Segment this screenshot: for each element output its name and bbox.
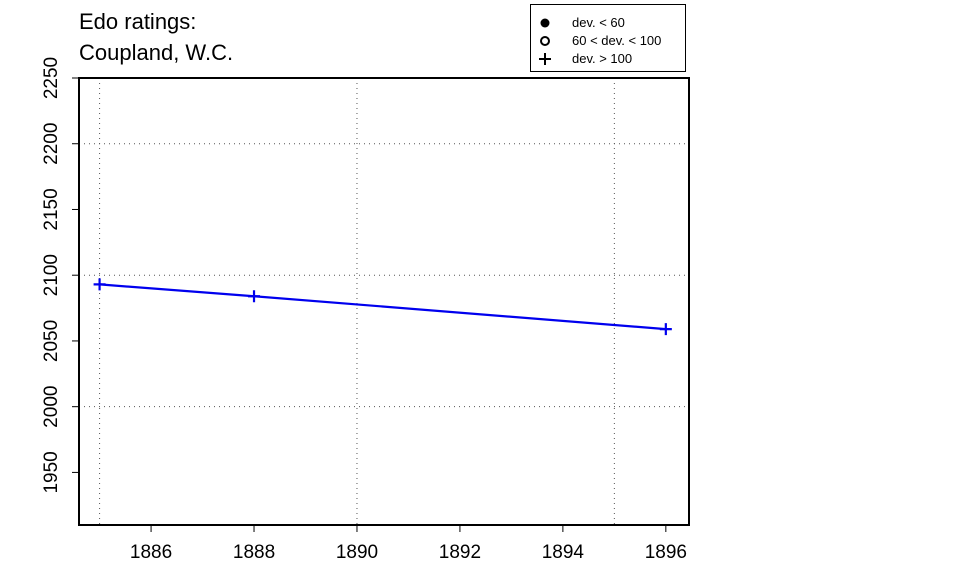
chart-title-line-1: Edo ratings: [79, 9, 197, 34]
x-tick-label: 1890 [336, 542, 378, 563]
y-tick-label: 2050 [41, 320, 62, 362]
open-circle-icon [540, 36, 550, 46]
legend-entry-dev-lt-60: dev. < 60 [531, 14, 687, 32]
y-tick-label: 2200 [41, 123, 62, 165]
plus-icon [539, 53, 551, 65]
x-tick-label: 1894 [542, 542, 585, 563]
chart-title-line-2: Coupland, W.C. [79, 40, 234, 65]
legend-label: dev. > 100 [572, 51, 633, 66]
y-tick-label: 2100 [41, 254, 62, 296]
legend-label: dev. < 60 [572, 15, 625, 30]
y-tick-label: 1950 [41, 451, 62, 493]
legend-entry-dev-gt-100: dev. > 100 [531, 50, 687, 68]
legend-entry-dev-60-100: 60 < dev. < 100 [531, 32, 687, 50]
x-tick-label: 1886 [130, 542, 172, 563]
data-point-plus-marker [659, 323, 672, 336]
plot-frame [78, 77, 690, 526]
y-tick-label: 2150 [41, 188, 62, 230]
x-tick-label: 1888 [233, 542, 275, 563]
series-line [99, 283, 666, 331]
chart-legend: dev. < 60 60 < dev. < 100 dev. > 100 [530, 4, 686, 72]
filled-circle-icon [540, 18, 550, 28]
y-tick-label: 2250 [41, 57, 62, 99]
data-point-plus-marker [248, 290, 261, 303]
data-point-plus-marker [93, 278, 106, 291]
x-tick-label: 1892 [439, 542, 481, 563]
y-tick-label: 2000 [41, 386, 62, 428]
legend-label: 60 < dev. < 100 [572, 33, 662, 48]
x-tick-label: 1896 [645, 542, 687, 563]
